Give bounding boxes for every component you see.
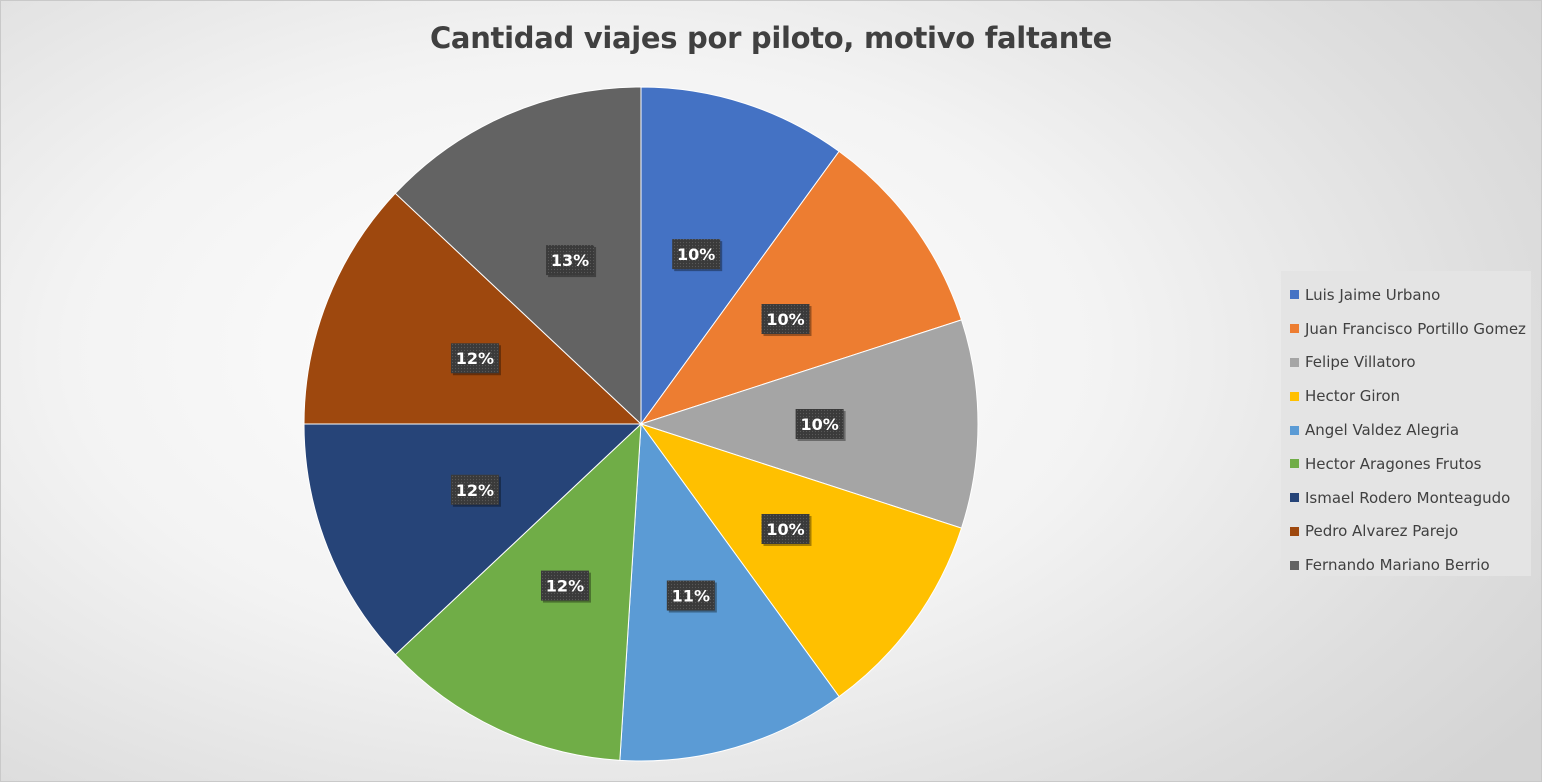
legend-item: Hector Aragones Frutos bbox=[1290, 447, 1531, 481]
data-label-7: 12% bbox=[456, 481, 494, 500]
pie-data-labels: 10% 10% 10% 10% 11% 12% 12% 12% 13% bbox=[450, 239, 846, 613]
legend-swatch bbox=[1290, 324, 1299, 334]
legend-item: Luis Jaime Urbano bbox=[1290, 278, 1531, 312]
pie-slice-9 bbox=[394, 86, 642, 426]
data-label-2: 10% bbox=[766, 310, 804, 329]
pie-slices bbox=[303, 86, 979, 762]
data-label-box bbox=[450, 474, 499, 505]
legend-item: Fernando Mariano Berrio bbox=[1290, 548, 1531, 582]
legend-item: Juan Francisco Portillo Gomez bbox=[1290, 312, 1531, 346]
legend-swatch bbox=[1290, 560, 1299, 570]
pie-slice-7 bbox=[303, 423, 643, 656]
legend-item: Pedro Alvarez Parejo bbox=[1290, 515, 1531, 549]
legend-label: Angel Valdez Alegria bbox=[1305, 421, 1460, 440]
legend-swatch bbox=[1290, 290, 1299, 300]
data-label-box bbox=[672, 239, 721, 270]
data-label-1: 10% bbox=[677, 245, 715, 264]
data-label-box bbox=[795, 409, 844, 439]
pie-slice-4 bbox=[639, 423, 963, 698]
legend-label: Luis Jaime Urbano bbox=[1305, 285, 1441, 304]
data-label-5: 11% bbox=[672, 587, 710, 606]
legend-label: Juan Francisco Portillo Gomez bbox=[1305, 319, 1526, 338]
data-label-8: 12% bbox=[456, 349, 494, 368]
legend: Luis Jaime Urbano Juan Francisco Portillo… bbox=[1281, 271, 1531, 576]
legend-label: Hector Giron bbox=[1305, 387, 1401, 406]
data-label-box bbox=[761, 513, 810, 544]
legend-label: Fernando Mariano Berrio bbox=[1305, 556, 1490, 575]
legend-label: Hector Aragones Frutos bbox=[1305, 454, 1482, 473]
legend-item: Hector Giron bbox=[1290, 379, 1531, 413]
data-label-3: 10% bbox=[800, 415, 838, 434]
legend-swatch bbox=[1290, 459, 1299, 469]
data-label-box bbox=[546, 245, 595, 276]
data-label-box bbox=[761, 304, 810, 335]
data-label-4: 10% bbox=[766, 520, 804, 539]
legend-label: Pedro Alvarez Parejo bbox=[1305, 522, 1459, 541]
pie-slice-2 bbox=[639, 150, 963, 425]
legend-swatch bbox=[1290, 391, 1299, 401]
data-label-box bbox=[666, 580, 715, 611]
legend-swatch bbox=[1290, 493, 1299, 503]
legend-swatch bbox=[1290, 526, 1299, 536]
legend-item: Ismael Rodero Monteagudo bbox=[1290, 481, 1531, 515]
pie-slice-6 bbox=[394, 422, 642, 761]
data-label-box bbox=[540, 570, 589, 601]
legend-item: Felipe Villatoro bbox=[1290, 346, 1531, 380]
chart-title: Cantidad viajes por piloto, motivo falta… bbox=[429, 21, 1113, 55]
legend-swatch bbox=[1290, 425, 1299, 435]
pie-slice-8 bbox=[303, 192, 643, 425]
legend-swatch bbox=[1290, 357, 1299, 367]
legend-label: Ismael Rodero Monteagudo bbox=[1305, 488, 1511, 507]
legend-label: Felipe Villatoro bbox=[1305, 353, 1416, 372]
pie-slice-5 bbox=[619, 422, 840, 762]
data-label-6: 12% bbox=[546, 577, 584, 596]
legend-item: Angel Valdez Alegria bbox=[1290, 413, 1531, 447]
data-label-9: 13% bbox=[551, 251, 589, 270]
pie-slice-1 bbox=[640, 86, 840, 426]
data-label-box bbox=[450, 343, 499, 374]
